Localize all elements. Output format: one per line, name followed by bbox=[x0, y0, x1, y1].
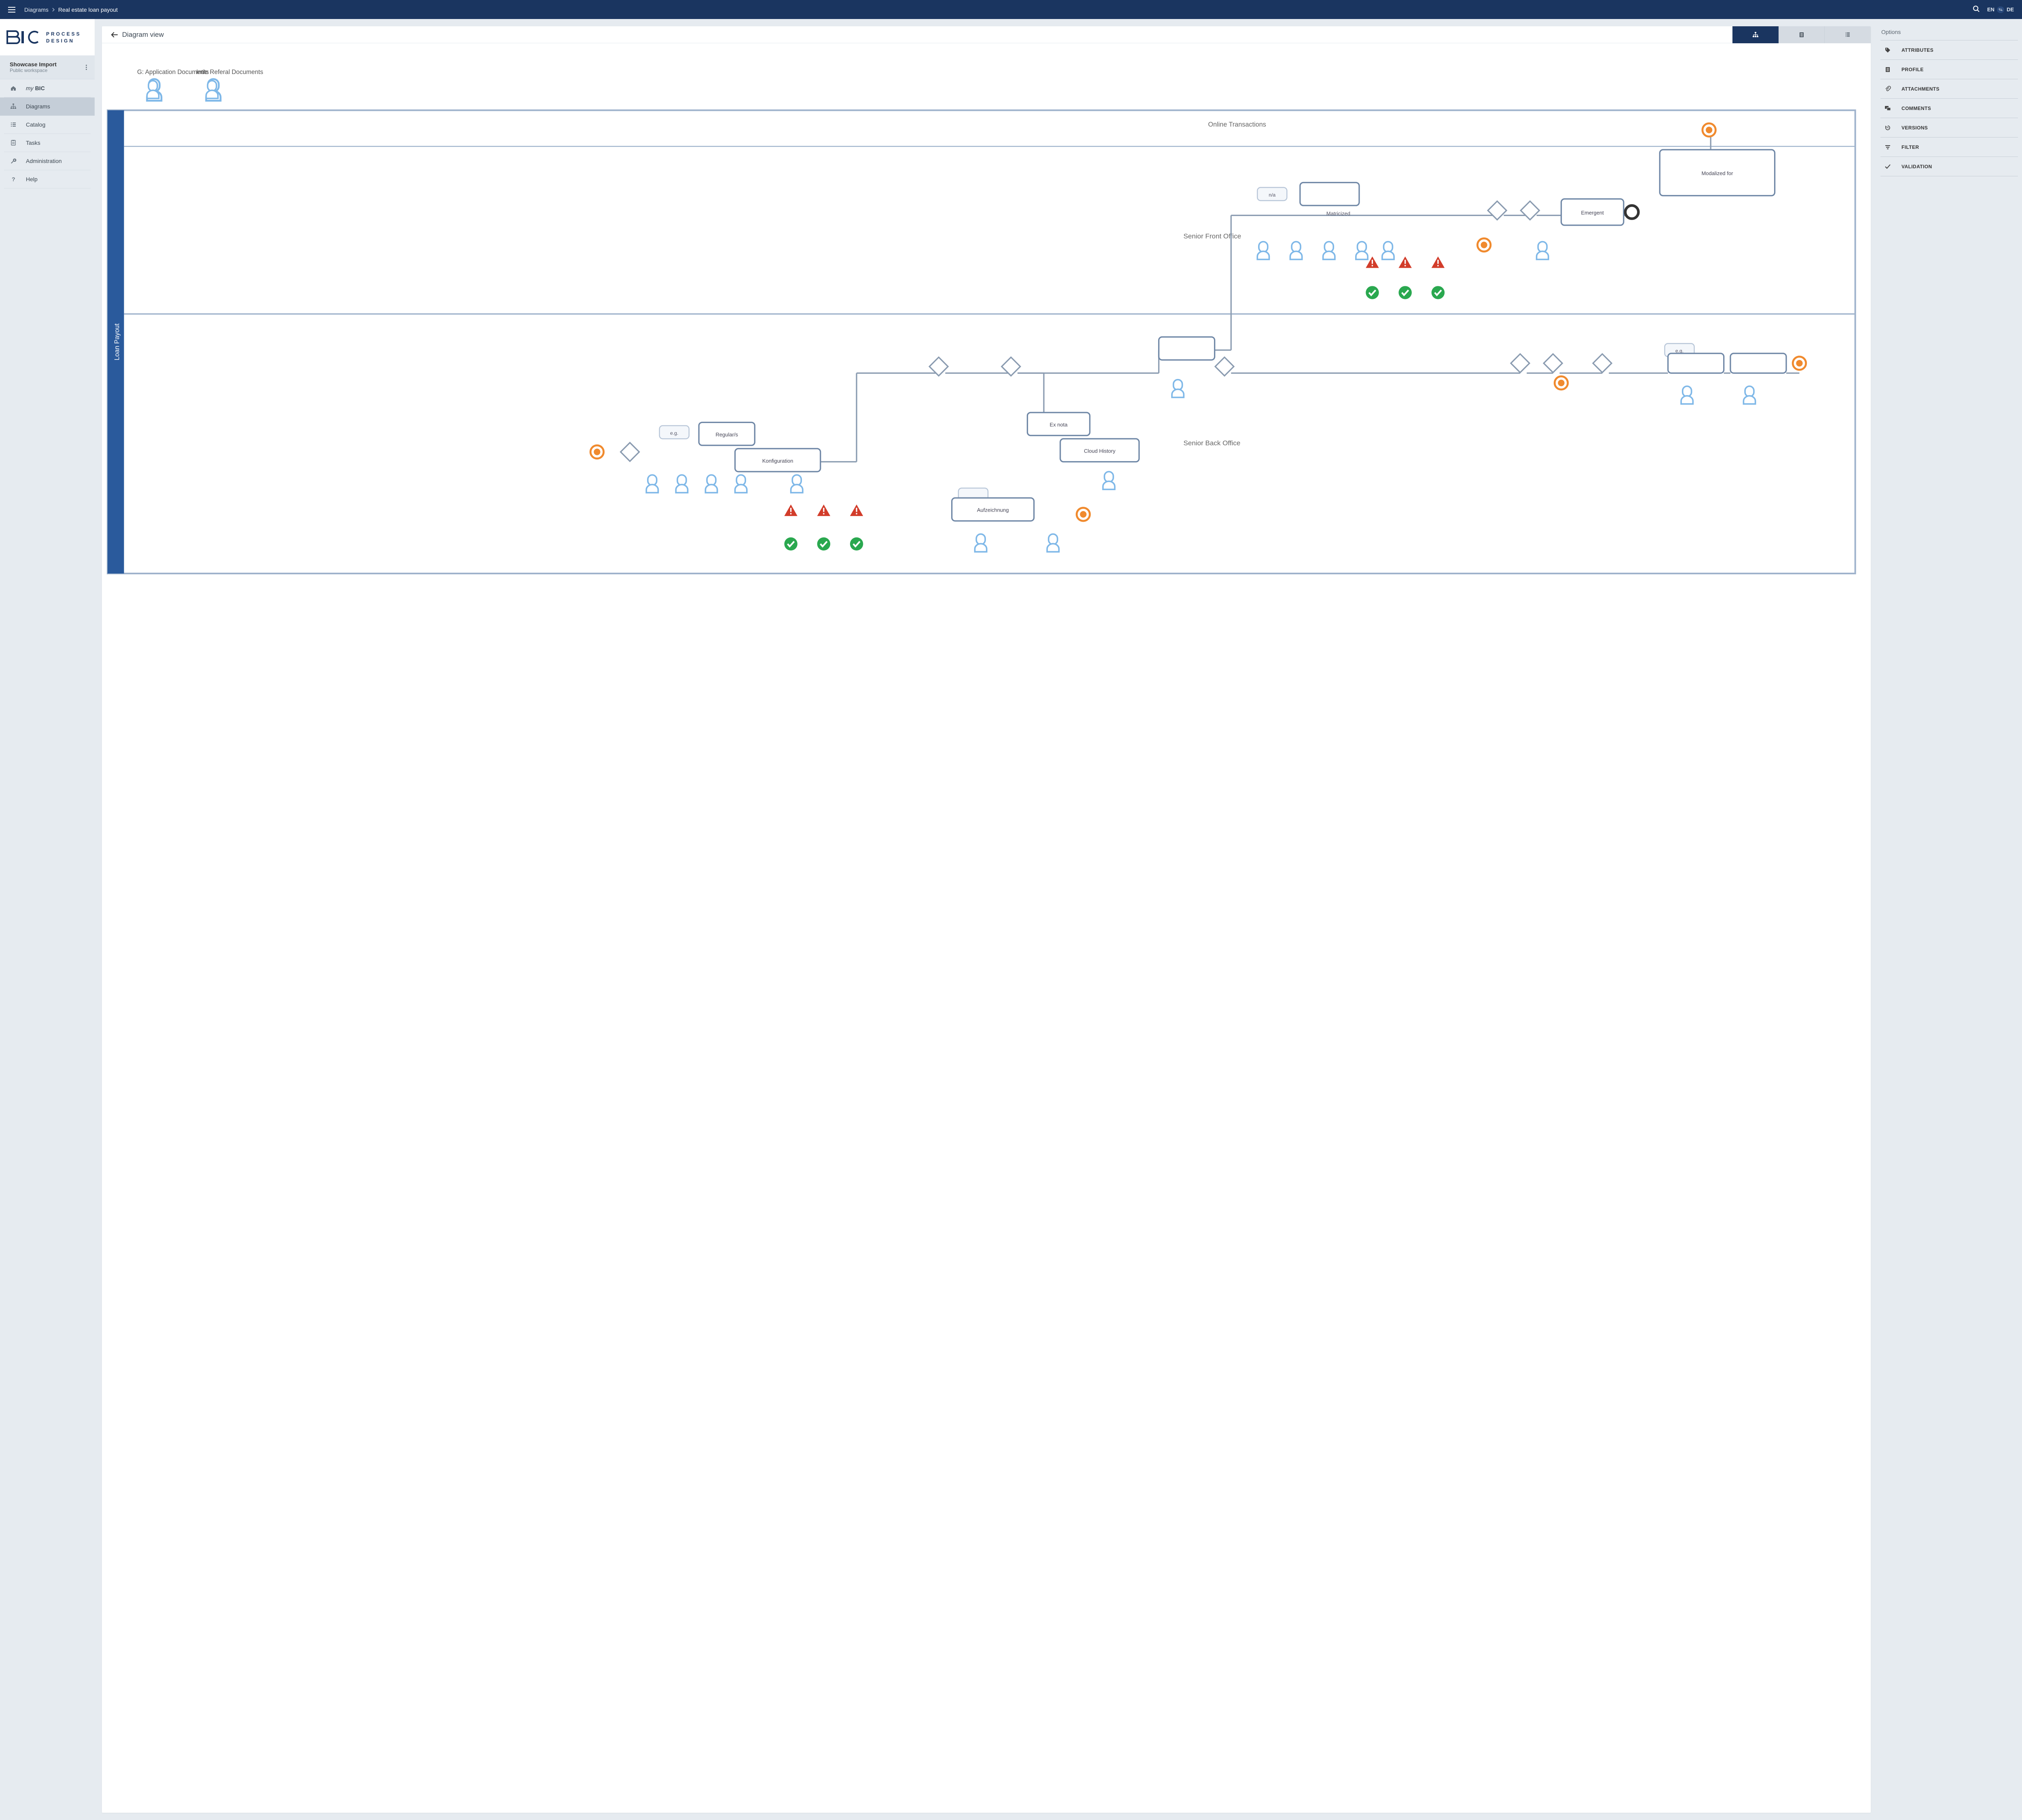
main: Diagram view G: Application Documents In… bbox=[95, 19, 1878, 1820]
option-attributes[interactable]: ATTRIBUTES bbox=[1880, 40, 2018, 60]
workspace-header: Showcase Import Public workspace bbox=[0, 55, 95, 79]
option-label: VALIDATION bbox=[1901, 164, 1932, 169]
option-attachments[interactable]: ATTACHMENTS bbox=[1880, 79, 2018, 99]
sidebar: PROCESS DESIGN Showcase Import Public wo… bbox=[0, 19, 95, 1820]
svg-text:Aufzeichnung: Aufzeichnung bbox=[977, 507, 1009, 513]
options-title: Options bbox=[1880, 29, 2018, 40]
option-profile[interactable]: PROFILE bbox=[1880, 60, 2018, 79]
svg-text:Modalized for: Modalized for bbox=[1701, 170, 1733, 176]
option-label: ATTACHMENTS bbox=[1901, 86, 1940, 92]
swap-icon bbox=[1997, 6, 2004, 13]
nav-list: my BIC Diagrams Catalog Tasks Administration… bbox=[0, 79, 95, 188]
language-switcher[interactable]: EN DE bbox=[1987, 6, 2014, 13]
svg-text:PROCESS: PROCESS bbox=[46, 31, 81, 37]
breadcrumb: Diagrams Real estate loan payout bbox=[24, 6, 118, 13]
catalog-icon bbox=[10, 121, 17, 128]
option-filter[interactable]: FILTER bbox=[1880, 138, 2018, 157]
sidebar-item-help[interactable]: ? Help bbox=[4, 170, 91, 188]
svg-text:Intle Referal Documents: Intle Referal Documents bbox=[196, 69, 263, 76]
history-icon bbox=[1884, 125, 1892, 131]
sidebar-item-label: Administration bbox=[26, 158, 62, 164]
card-title: Diagram view bbox=[122, 31, 164, 39]
svg-text:Matricized: Matricized bbox=[1326, 211, 1350, 217]
tab-diagram[interactable] bbox=[1732, 26, 1779, 43]
sidebar-item-diagrams[interactable]: Diagrams bbox=[0, 97, 95, 116]
breadcrumb-root[interactable]: Diagrams bbox=[24, 6, 49, 13]
svg-text:Ex nota: Ex nota bbox=[1050, 421, 1068, 427]
sidebar-item-administration[interactable]: Administration bbox=[4, 152, 91, 170]
svg-text:Emergent: Emergent bbox=[1581, 210, 1604, 216]
chevron-right-icon bbox=[52, 8, 55, 12]
sidebar-item-label: Tasks bbox=[26, 140, 40, 146]
breadcrumb-current[interactable]: Real estate loan payout bbox=[58, 6, 118, 13]
sidebar-item-label: my BIC bbox=[26, 85, 45, 91]
option-versions[interactable]: VERSIONS bbox=[1880, 118, 2018, 138]
option-label: PROFILE bbox=[1901, 67, 1924, 72]
sidebar-item-catalog[interactable]: Catalog bbox=[4, 116, 91, 134]
tree-icon bbox=[10, 103, 17, 110]
option-label: COMMENTS bbox=[1901, 106, 1931, 111]
back-button[interactable] bbox=[102, 32, 122, 38]
tab-document[interactable] bbox=[1779, 26, 1825, 43]
logo: PROCESS DESIGN bbox=[0, 19, 95, 55]
options-panel: Options ATTRIBUTES PROFILE ATTACHMENTS COMM… bbox=[1878, 19, 2022, 1820]
svg-text:Konfiguration: Konfiguration bbox=[762, 458, 793, 464]
option-label: VERSIONS bbox=[1901, 125, 1928, 131]
question-icon: ? bbox=[10, 176, 17, 182]
option-validation[interactable]: VALIDATION bbox=[1880, 157, 2018, 176]
sidebar-item-label: Diagrams bbox=[26, 103, 50, 110]
svg-text:Online Transactions: Online Transactions bbox=[1208, 121, 1266, 128]
wrench-icon bbox=[10, 158, 17, 164]
svg-text:Cloud History: Cloud History bbox=[1084, 448, 1115, 454]
svg-text:Senior Back Office: Senior Back Office bbox=[1183, 439, 1240, 447]
menu-icon[interactable] bbox=[8, 7, 15, 13]
options-list: ATTRIBUTES PROFILE ATTACHMENTS COMMENTS VERS… bbox=[1880, 40, 2018, 176]
tab-list[interactable] bbox=[1825, 26, 1871, 43]
svg-text:Regular/s: Regular/s bbox=[715, 432, 738, 438]
option-comments[interactable]: COMMENTS bbox=[1880, 99, 2018, 118]
option-label: ATTRIBUTES bbox=[1901, 47, 1933, 53]
diagram-card: Diagram view G: Application Documents In… bbox=[102, 26, 1871, 1813]
workspace-subtitle: Public workspace bbox=[10, 68, 82, 73]
option-label: FILTER bbox=[1901, 144, 1919, 150]
svg-text:n/a: n/a bbox=[1269, 192, 1275, 198]
app-bar: Diagrams Real estate loan payout EN DE bbox=[0, 0, 2022, 19]
sidebar-item-tasks[interactable]: Tasks bbox=[4, 134, 91, 152]
document-icon bbox=[1884, 66, 1892, 73]
svg-text:?: ? bbox=[12, 176, 15, 182]
svg-text:Senior Front Office: Senior Front Office bbox=[1183, 232, 1241, 240]
svg-text:e.g.: e.g. bbox=[670, 430, 678, 436]
tag-icon bbox=[1884, 47, 1892, 53]
check-icon bbox=[1884, 163, 1892, 170]
filter-icon bbox=[1884, 144, 1892, 150]
lang-primary: EN bbox=[1987, 6, 1995, 13]
sidebar-item-label: Catalog bbox=[26, 121, 45, 128]
card-header: Diagram view bbox=[102, 26, 1871, 43]
workspace-title: Showcase Import bbox=[10, 61, 82, 68]
comments-icon bbox=[1884, 105, 1892, 112]
sidebar-item-mybic[interactable]: my BIC bbox=[4, 79, 91, 97]
search-icon[interactable] bbox=[1973, 5, 1980, 14]
svg-text:Loan Payout: Loan Payout bbox=[113, 323, 121, 360]
sidebar-item-label: Help bbox=[26, 176, 38, 182]
bpmn-diagram: G: Application Documents Intle Referal D… bbox=[108, 68, 1865, 580]
more-icon[interactable] bbox=[82, 65, 90, 70]
view-tabs bbox=[1732, 26, 1871, 43]
diagram-canvas[interactable]: G: Application Documents Intle Referal D… bbox=[102, 43, 1871, 1813]
clip-icon bbox=[1884, 86, 1892, 92]
lang-secondary: DE bbox=[2007, 6, 2014, 13]
home-icon bbox=[10, 85, 17, 91]
svg-text:DESIGN: DESIGN bbox=[46, 38, 74, 44]
tasks-icon bbox=[10, 140, 17, 146]
